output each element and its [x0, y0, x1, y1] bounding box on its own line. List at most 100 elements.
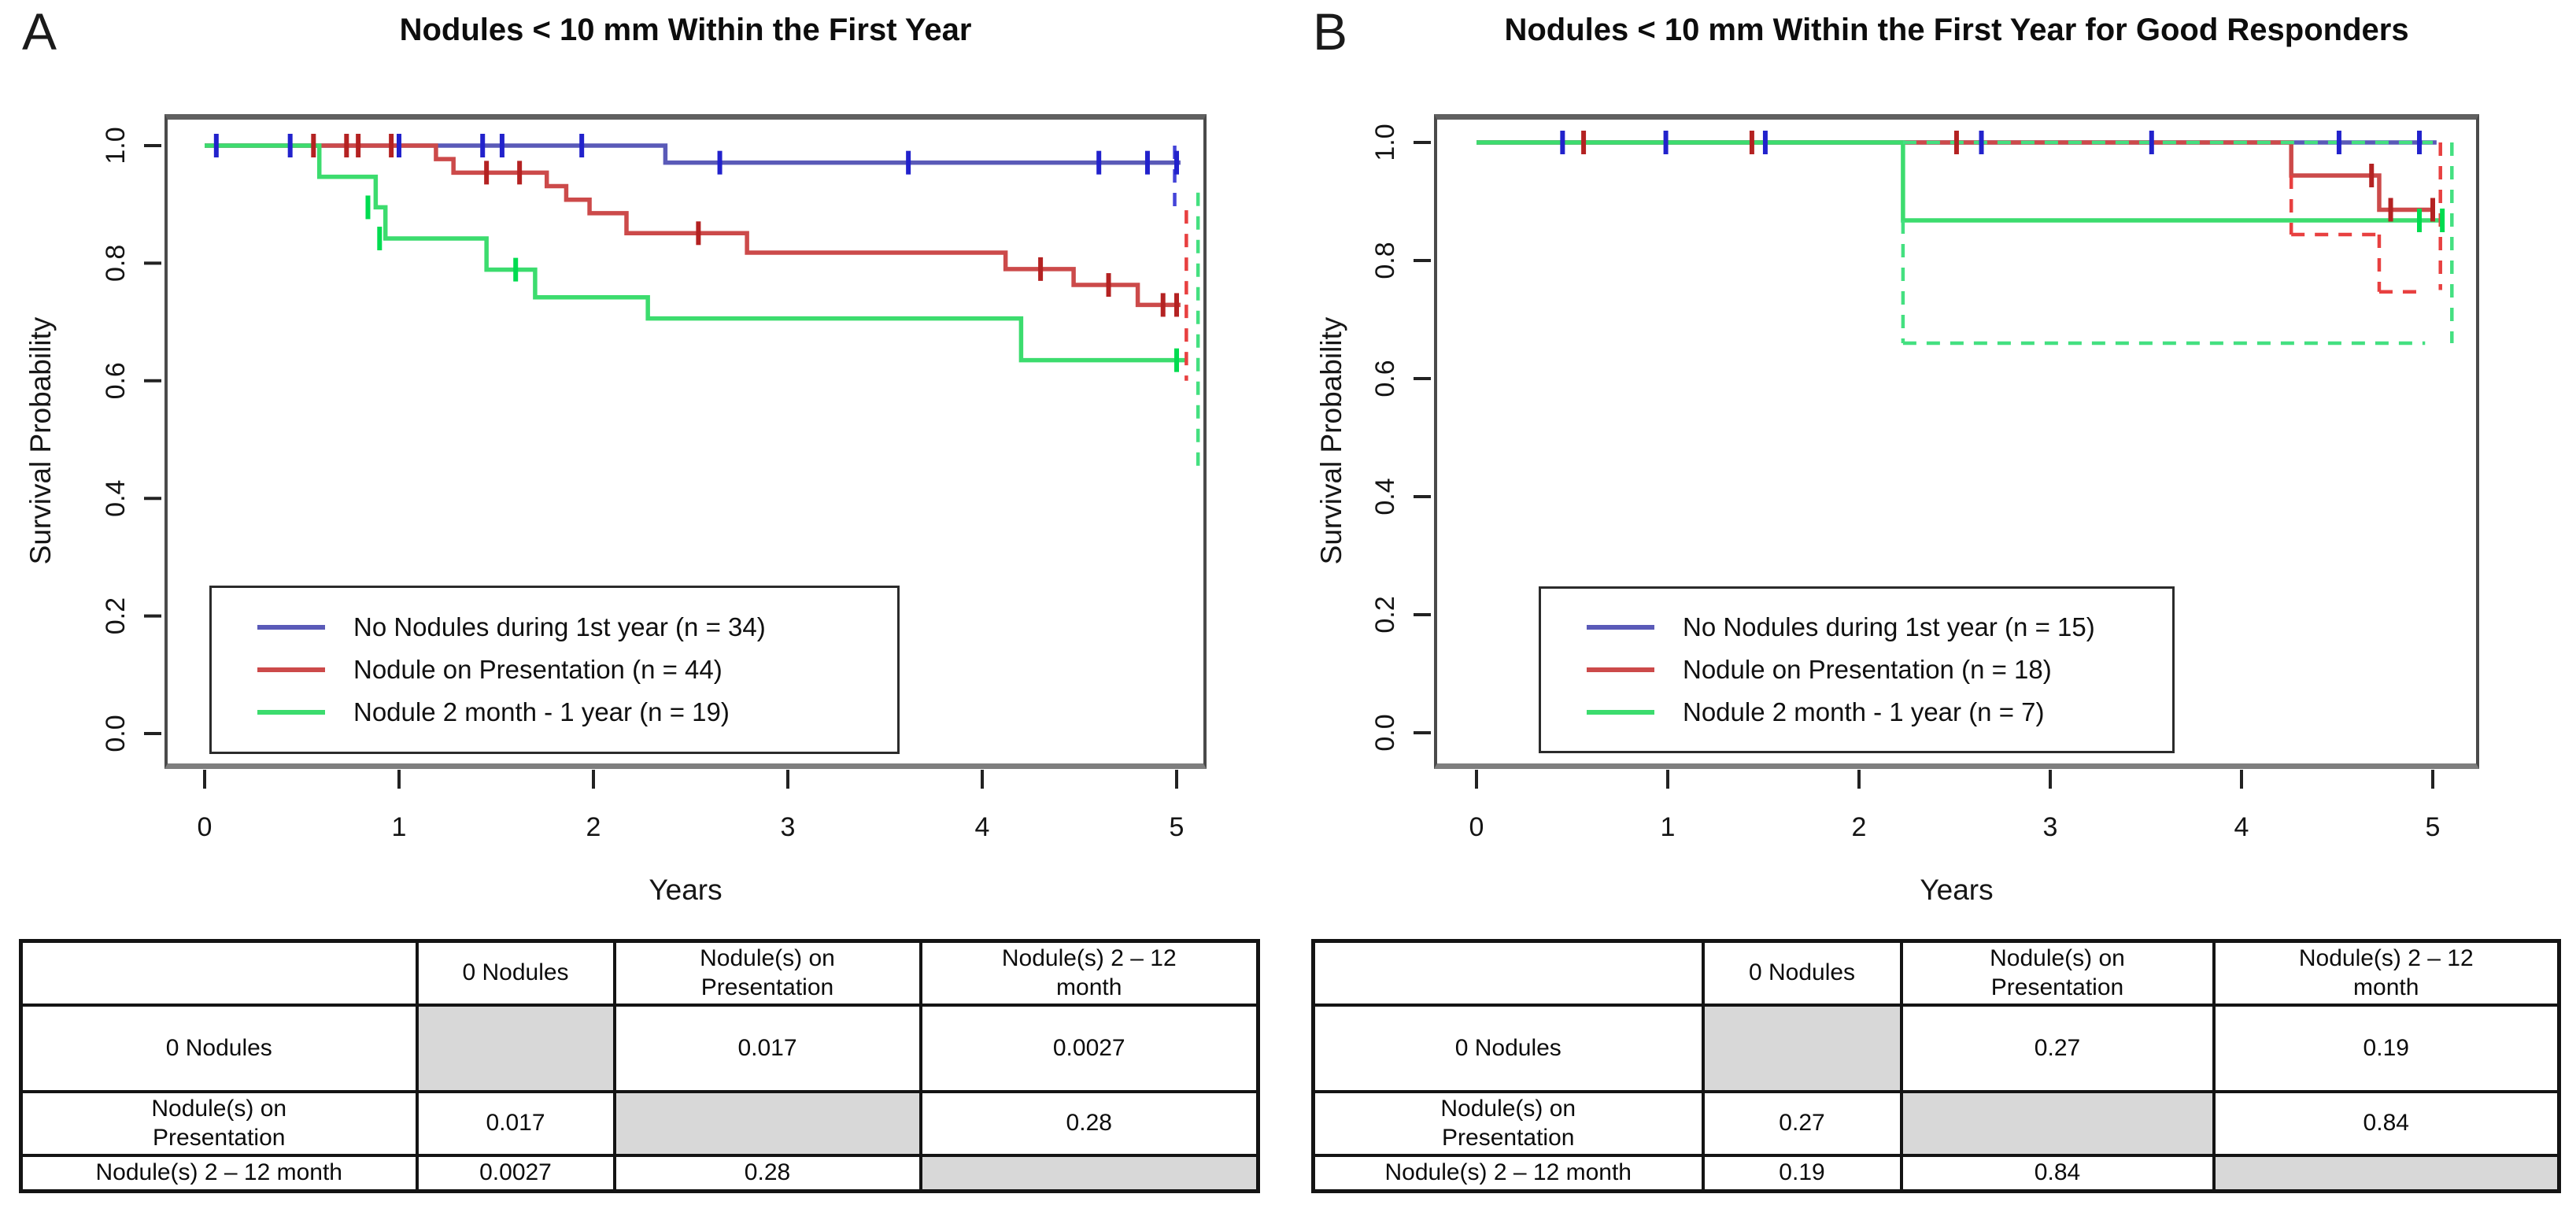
y-tick-label: 0.0: [101, 715, 131, 752]
x-tick-label: 1: [1661, 812, 1676, 842]
table-pvalue-cell: 0.27: [1899, 1004, 2216, 1094]
table-column-header: 0 Nodules: [1701, 939, 1903, 1007]
table-pvalue-cell: 0.27: [1701, 1090, 1903, 1158]
panel-a-letter: A: [22, 2, 57, 61]
legend-label: No Nodules during 1st year (n = 34): [353, 612, 766, 641]
table-column-header: [1311, 939, 1705, 1007]
table-row-label: 0 Nodules: [19, 1004, 419, 1094]
panel-b-y-axis-label: Survival Probability: [1315, 316, 1347, 565]
legend-entry: No Nodules during 1st year (n = 34): [257, 612, 897, 642]
x-tick-label: 3: [2043, 812, 2058, 842]
legend-line-swatch: [1587, 667, 1654, 672]
table-row: Nodule(s) 2 – 12 month 0.0027 0.28: [19, 1154, 1260, 1193]
legend-entry: Nodule on Presentation (n = 18): [1587, 655, 2172, 685]
x-tick-label: 4: [975, 812, 990, 842]
legend-entry: Nodule on Presentation (n = 44): [257, 655, 897, 685]
table-pvalue-cell: 0.0027: [415, 1154, 616, 1193]
legend-line-swatch: [257, 710, 325, 715]
table-diagonal-cell: [918, 1154, 1260, 1193]
panel-b-letter: B: [1313, 2, 1348, 61]
panel-a-title: Nodules < 10 mm Within the First Year: [399, 13, 972, 47]
panel-a-km-chart: 1.0 0.8 0.6 0.4 0.2 0.0 0 1 2 3 4 5: [101, 127, 1200, 842]
panel-b-title: Nodules < 10 mm Within the First Year fo…: [1504, 13, 2409, 47]
table-column-header: Nodule(s) 2 – 12 month: [2212, 939, 2561, 1007]
panel-b-km-chart: 1.0 0.8 0.6 0.4 0.2 0.0 0 1 2 3 4 5: [1370, 124, 2454, 842]
table-row: Nodule(s) 2 – 12 month 0.19 0.84: [1311, 1154, 2561, 1193]
legend-line-swatch: [1587, 710, 1654, 715]
panel-a-legend: No Nodules during 1st year (n = 34) Nodul…: [209, 586, 900, 754]
table-diagonal-cell: [415, 1004, 616, 1094]
table-diagonal-cell: [612, 1090, 922, 1158]
table-column-header: [19, 939, 419, 1007]
table-row-label: Nodule(s) 2 – 12 month: [1311, 1154, 1705, 1193]
panel-a-pvalue-table: 0 Nodules Nodule(s) on Presentation Nodule(…: [19, 939, 1260, 1193]
legend-entry: Nodule 2 month - 1 year (n = 7): [1587, 697, 2172, 727]
table-pvalue-cell: 0.0027: [918, 1004, 1260, 1094]
legend-label: Nodule 2 month - 1 year (n = 7): [1683, 697, 2045, 726]
table-pvalue-cell: 0.28: [612, 1154, 922, 1193]
legend-label: No Nodules during 1st year (n = 15): [1683, 612, 2095, 641]
table-pvalue-cell: 0.19: [2212, 1004, 2561, 1094]
x-tick-label: 0: [198, 812, 213, 842]
legend-label: Nodule on Presentation (n = 18): [1683, 655, 2052, 684]
table-row: Nodule(s) on Presentation 0.27 0.84: [1311, 1090, 2561, 1158]
table-row-label: Nodule(s) on Presentation: [19, 1090, 419, 1158]
y-tick-label: 0.2: [1370, 596, 1400, 633]
table-row-label: Nodule(s) 2 – 12 month: [19, 1154, 419, 1193]
panel-a-y-axis-label: Survival Probability: [24, 316, 57, 565]
x-tick-label: 0: [1469, 812, 1484, 842]
km-curve: [1476, 140, 2433, 213]
table-pvalue-cell: 0.28: [918, 1090, 1260, 1158]
table-column-header: Nodule(s) on Presentation: [612, 939, 922, 1007]
x-tick-label: 1: [392, 812, 407, 842]
y-tick-label: 1.0: [1370, 124, 1400, 161]
x-tick-label: 3: [781, 812, 796, 842]
y-tick-label: 0.8: [101, 245, 131, 282]
legend-line-swatch: [257, 625, 325, 630]
km-curve: [205, 143, 1187, 363]
legend-entry: No Nodules during 1st year (n = 15): [1587, 612, 2172, 642]
table-column-header: Nodule(s) 2 – 12 month: [918, 939, 1260, 1007]
legend-entry: Nodule 2 month - 1 year (n = 19): [257, 697, 897, 727]
km-curve: [205, 143, 1181, 165]
y-tick-label: 1.0: [101, 127, 131, 164]
y-tick-label: 0.0: [1370, 714, 1400, 751]
table-pvalue-cell: 0.84: [1899, 1154, 2216, 1193]
x-tick-label: 2: [586, 812, 601, 842]
table-pvalue-cell: 0.19: [1701, 1154, 1903, 1193]
panel-b-pvalue-table: 0 Nodules Nodule(s) on Presentation Nodule(…: [1311, 939, 2561, 1193]
legend-label: Nodule on Presentation (n = 44): [353, 655, 723, 684]
table-pvalue-cell: 0.017: [612, 1004, 922, 1094]
table-column-header: 0 Nodules: [415, 939, 616, 1007]
table-row: 0 Nodules Nodule(s) on Presentation Nodule(…: [1311, 939, 2561, 1007]
table-diagonal-cell: [1701, 1004, 1903, 1094]
panel-a-x-axis-label: Years: [649, 874, 723, 906]
legend-line-swatch: [1587, 625, 1654, 630]
table-row: 0 Nodules 0.017 0.0027: [19, 1004, 1260, 1094]
y-tick-label: 0.2: [101, 597, 131, 634]
y-tick-label: 0.6: [101, 362, 131, 399]
table-row: Nodule(s) on Presentation 0.017 0.28: [19, 1090, 1260, 1158]
table-row-label: Nodule(s) on Presentation: [1311, 1090, 1705, 1158]
km-curve: [1476, 140, 2443, 223]
legend-label: Nodule 2 month - 1 year (n = 19): [353, 697, 730, 726]
x-tick-label: 5: [2426, 812, 2441, 842]
x-tick-label: 4: [2234, 812, 2249, 842]
table-row-label: 0 Nodules: [1311, 1004, 1705, 1094]
table-row: 0 Nodules 0.27 0.19: [1311, 1004, 2561, 1094]
table-diagonal-cell: [2212, 1154, 2561, 1193]
y-tick-label: 0.6: [1370, 360, 1400, 397]
km-curve: [205, 143, 1181, 308]
panel-b-x-axis-label: Years: [1920, 874, 1994, 906]
table-diagonal-cell: [1899, 1090, 2216, 1158]
table-row: 0 Nodules Nodule(s) on Presentation Nodule(…: [19, 939, 1260, 1007]
legend-line-swatch: [257, 667, 325, 672]
table-pvalue-cell: 0.017: [415, 1090, 616, 1158]
x-tick-label: 5: [1170, 812, 1185, 842]
table-pvalue-cell: 0.84: [2212, 1090, 2561, 1158]
y-tick-label: 0.4: [1370, 478, 1400, 515]
x-tick-label: 2: [1852, 812, 1867, 842]
panel-b-legend: No Nodules during 1st year (n = 15) Nodul…: [1539, 586, 2175, 753]
y-tick-label: 0.4: [101, 480, 131, 517]
